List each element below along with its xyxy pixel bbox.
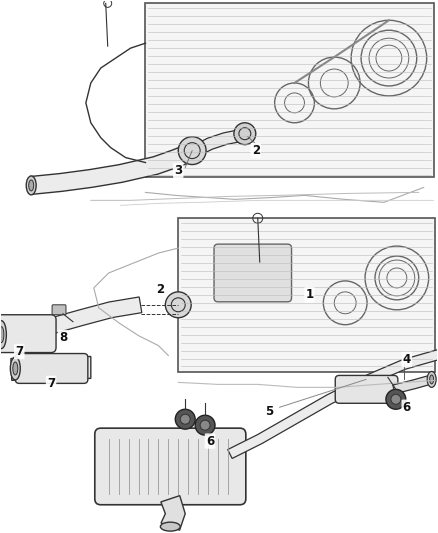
Text: 6: 6 [206, 434, 214, 448]
Polygon shape [30, 140, 203, 195]
Text: 7: 7 [15, 345, 23, 358]
Circle shape [391, 394, 401, 404]
Circle shape [180, 414, 190, 424]
Bar [145, 3, 434, 177]
Text: 1: 1 [305, 288, 314, 301]
Ellipse shape [430, 375, 434, 384]
Text: 3: 3 [174, 164, 182, 177]
Polygon shape [11, 357, 91, 381]
Polygon shape [161, 496, 185, 530]
FancyBboxPatch shape [15, 353, 88, 383]
Polygon shape [228, 350, 438, 458]
Circle shape [175, 409, 195, 429]
Polygon shape [15, 297, 142, 341]
Text: 6: 6 [403, 401, 411, 414]
FancyBboxPatch shape [214, 244, 292, 302]
Ellipse shape [0, 327, 4, 343]
Text: 7: 7 [47, 377, 55, 390]
Ellipse shape [11, 357, 20, 380]
FancyBboxPatch shape [0, 315, 56, 352]
Text: 2: 2 [156, 284, 164, 296]
FancyBboxPatch shape [335, 375, 398, 403]
Text: 4: 4 [403, 353, 411, 366]
Circle shape [234, 123, 256, 144]
Ellipse shape [29, 180, 34, 191]
Circle shape [200, 420, 210, 430]
Circle shape [195, 415, 215, 435]
Ellipse shape [0, 321, 7, 349]
Circle shape [165, 292, 191, 318]
Circle shape [178, 136, 206, 165]
Ellipse shape [160, 522, 180, 531]
Text: 2: 2 [252, 144, 260, 157]
FancyBboxPatch shape [95, 428, 246, 505]
Ellipse shape [427, 372, 436, 387]
Bar [178, 218, 434, 373]
FancyBboxPatch shape [52, 305, 66, 315]
Text: 5: 5 [265, 405, 274, 418]
Polygon shape [393, 375, 433, 394]
Text: 8: 8 [59, 331, 67, 344]
Ellipse shape [13, 362, 18, 375]
Ellipse shape [26, 176, 36, 195]
Polygon shape [198, 130, 241, 154]
Circle shape [386, 389, 406, 409]
Polygon shape [0, 322, 18, 346]
